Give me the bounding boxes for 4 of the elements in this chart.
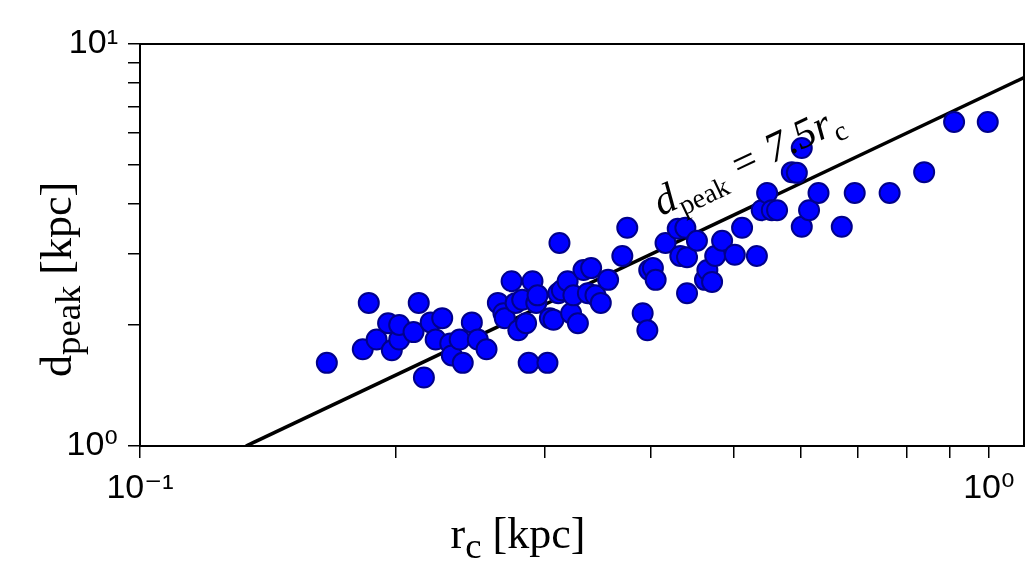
y-tick-label: 10¹ [68,22,118,61]
x-axis-title: r$_{c}$ [kpc] [449,508,587,567]
x-tick-label: 10⁻¹ [106,466,174,505]
text: dpeak = 7.5rc [645,100,853,225]
